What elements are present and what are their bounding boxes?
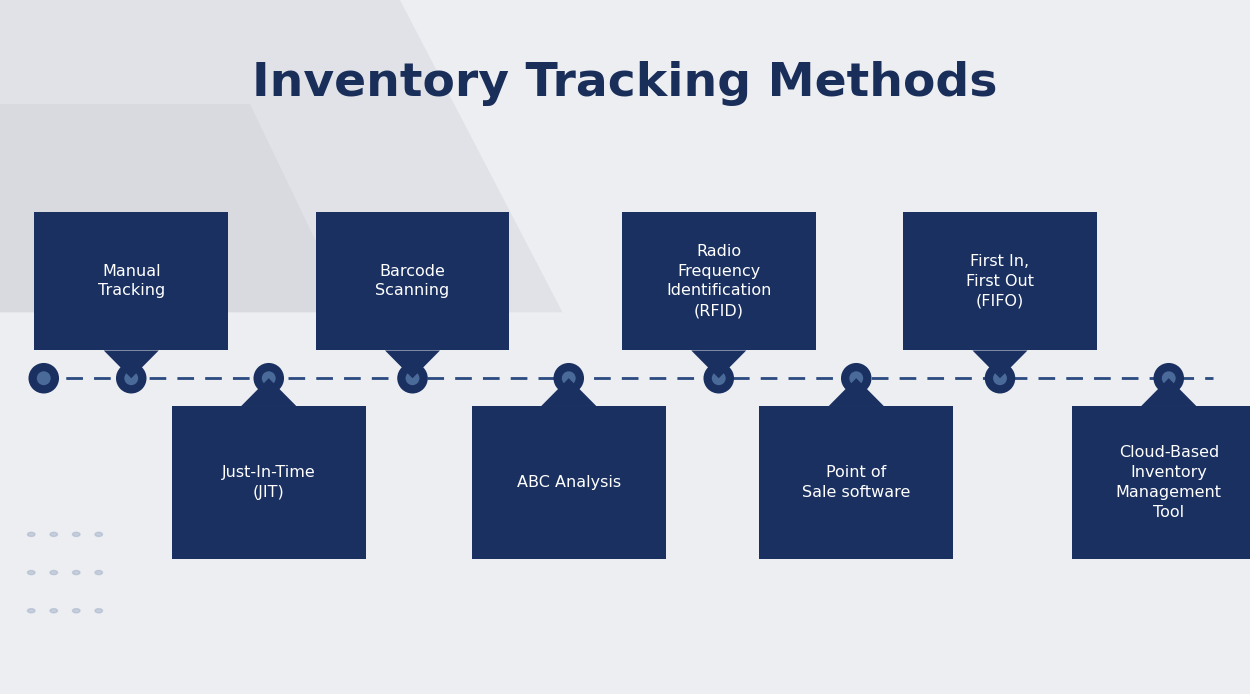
- Text: ABC Analysis: ABC Analysis: [516, 475, 621, 490]
- Ellipse shape: [1154, 363, 1184, 393]
- Ellipse shape: [841, 363, 871, 393]
- Text: Barcode
Scanning: Barcode Scanning: [375, 264, 450, 298]
- Ellipse shape: [29, 363, 59, 393]
- Ellipse shape: [554, 363, 584, 393]
- FancyBboxPatch shape: [621, 212, 816, 350]
- Circle shape: [50, 532, 58, 536]
- FancyBboxPatch shape: [472, 406, 665, 559]
- FancyBboxPatch shape: [902, 212, 1098, 350]
- Ellipse shape: [36, 371, 51, 385]
- Circle shape: [95, 532, 102, 536]
- Ellipse shape: [711, 371, 726, 385]
- Polygon shape: [691, 350, 746, 378]
- Text: Radio
Frequency
Identification
(RFID): Radio Frequency Identification (RFID): [666, 244, 771, 319]
- Text: First In,
First Out
(FIFO): First In, First Out (FIFO): [966, 254, 1034, 308]
- Text: Just-In-Time
(JIT): Just-In-Time (JIT): [222, 465, 315, 500]
- Polygon shape: [241, 378, 296, 406]
- FancyBboxPatch shape: [315, 212, 510, 350]
- Circle shape: [50, 609, 58, 613]
- Ellipse shape: [1161, 371, 1176, 385]
- Ellipse shape: [116, 363, 146, 393]
- Circle shape: [72, 609, 80, 613]
- Circle shape: [28, 609, 35, 613]
- Ellipse shape: [561, 371, 576, 385]
- Text: Point of
Sale software: Point of Sale software: [802, 465, 910, 500]
- Ellipse shape: [124, 371, 139, 385]
- Ellipse shape: [704, 363, 734, 393]
- Ellipse shape: [405, 371, 420, 385]
- Ellipse shape: [992, 371, 1008, 385]
- Polygon shape: [829, 378, 884, 406]
- Circle shape: [50, 570, 58, 575]
- Polygon shape: [385, 350, 440, 378]
- Circle shape: [72, 570, 80, 575]
- Text: Cloud-Based
Inventory
Management
Tool: Cloud-Based Inventory Management Tool: [1116, 445, 1221, 520]
- Polygon shape: [972, 350, 1028, 378]
- Circle shape: [72, 532, 80, 536]
- FancyBboxPatch shape: [760, 406, 954, 559]
- Circle shape: [28, 532, 35, 536]
- Circle shape: [95, 609, 102, 613]
- Polygon shape: [0, 0, 562, 312]
- Ellipse shape: [985, 363, 1015, 393]
- FancyBboxPatch shape: [173, 406, 366, 559]
- Circle shape: [95, 570, 102, 575]
- FancyBboxPatch shape: [1072, 406, 1250, 559]
- Polygon shape: [1141, 378, 1196, 406]
- FancyBboxPatch shape: [34, 212, 228, 350]
- Ellipse shape: [849, 371, 864, 385]
- Ellipse shape: [254, 363, 284, 393]
- Polygon shape: [541, 378, 596, 406]
- Text: Manual
Tracking: Manual Tracking: [98, 264, 165, 298]
- Ellipse shape: [398, 363, 428, 393]
- Ellipse shape: [261, 371, 276, 385]
- Circle shape: [28, 570, 35, 575]
- Text: Inventory Tracking Methods: Inventory Tracking Methods: [253, 61, 998, 105]
- Polygon shape: [0, 104, 350, 312]
- Polygon shape: [104, 350, 159, 378]
